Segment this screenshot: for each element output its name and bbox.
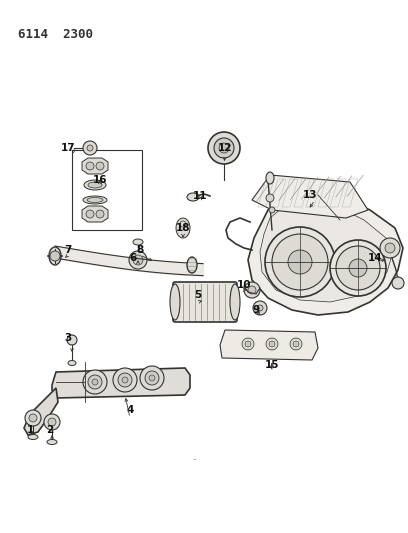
Ellipse shape	[187, 257, 197, 273]
Polygon shape	[248, 192, 403, 315]
Polygon shape	[82, 206, 108, 222]
Circle shape	[242, 338, 254, 350]
Ellipse shape	[133, 239, 143, 245]
Circle shape	[336, 246, 380, 290]
Circle shape	[88, 375, 102, 389]
Text: 14: 14	[368, 253, 382, 263]
FancyBboxPatch shape	[173, 282, 237, 322]
Circle shape	[96, 210, 104, 218]
Circle shape	[266, 194, 274, 202]
Circle shape	[83, 370, 107, 394]
Circle shape	[269, 207, 275, 213]
Text: ·: ·	[193, 455, 197, 465]
Ellipse shape	[49, 247, 61, 265]
Ellipse shape	[47, 440, 57, 445]
Text: 6114  2300: 6114 2300	[18, 28, 93, 41]
Circle shape	[25, 410, 41, 426]
Circle shape	[129, 251, 147, 269]
Text: 8: 8	[136, 245, 144, 255]
Circle shape	[96, 162, 104, 170]
Ellipse shape	[266, 172, 274, 184]
Text: 3: 3	[64, 333, 72, 343]
Ellipse shape	[28, 434, 38, 440]
Text: 15: 15	[265, 360, 279, 370]
Text: 9: 9	[253, 305, 259, 315]
Circle shape	[288, 250, 312, 274]
Circle shape	[266, 338, 278, 350]
Text: 11: 11	[193, 191, 207, 201]
Circle shape	[133, 255, 143, 265]
Circle shape	[219, 143, 229, 153]
Polygon shape	[260, 203, 392, 302]
Circle shape	[380, 238, 400, 258]
Ellipse shape	[88, 182, 102, 188]
Circle shape	[214, 138, 234, 158]
Circle shape	[330, 240, 386, 296]
Circle shape	[67, 335, 77, 345]
Circle shape	[145, 371, 159, 385]
Text: 7: 7	[64, 245, 72, 255]
Circle shape	[113, 368, 137, 392]
Circle shape	[392, 277, 404, 289]
Circle shape	[86, 162, 94, 170]
Ellipse shape	[187, 193, 199, 201]
Circle shape	[290, 338, 302, 350]
Text: 13: 13	[303, 190, 317, 200]
Text: 10: 10	[237, 280, 251, 290]
Circle shape	[92, 379, 98, 385]
Circle shape	[149, 375, 155, 381]
Text: 5: 5	[194, 290, 202, 300]
Circle shape	[208, 132, 240, 164]
Circle shape	[253, 301, 267, 315]
Text: 12: 12	[218, 143, 232, 153]
Circle shape	[44, 414, 60, 430]
Polygon shape	[220, 330, 318, 360]
Polygon shape	[176, 218, 190, 238]
Polygon shape	[82, 158, 108, 174]
Circle shape	[48, 418, 56, 426]
Circle shape	[272, 234, 328, 290]
Circle shape	[29, 414, 37, 422]
Ellipse shape	[87, 198, 103, 203]
Text: 17: 17	[61, 143, 75, 153]
Circle shape	[118, 373, 132, 387]
Circle shape	[248, 286, 256, 294]
Circle shape	[293, 341, 299, 347]
Circle shape	[86, 210, 94, 218]
Circle shape	[265, 227, 335, 297]
Circle shape	[349, 259, 367, 277]
Text: 18: 18	[176, 223, 190, 233]
Polygon shape	[252, 175, 368, 218]
Circle shape	[245, 341, 251, 347]
Circle shape	[269, 341, 275, 347]
Circle shape	[122, 377, 128, 383]
Text: 4: 4	[126, 405, 134, 415]
Circle shape	[257, 305, 263, 311]
Ellipse shape	[230, 284, 240, 320]
Polygon shape	[24, 388, 58, 435]
Circle shape	[83, 141, 97, 155]
Ellipse shape	[83, 196, 107, 204]
Text: 6: 6	[129, 253, 137, 263]
Circle shape	[385, 243, 395, 253]
Polygon shape	[52, 368, 190, 398]
Text: 16: 16	[93, 175, 107, 185]
Text: 1: 1	[27, 425, 33, 435]
Ellipse shape	[68, 360, 76, 366]
Circle shape	[140, 366, 164, 390]
Ellipse shape	[84, 180, 106, 190]
Circle shape	[50, 251, 60, 261]
Circle shape	[87, 145, 93, 151]
Text: 2: 2	[47, 425, 53, 435]
Ellipse shape	[170, 284, 180, 320]
Circle shape	[244, 282, 260, 298]
